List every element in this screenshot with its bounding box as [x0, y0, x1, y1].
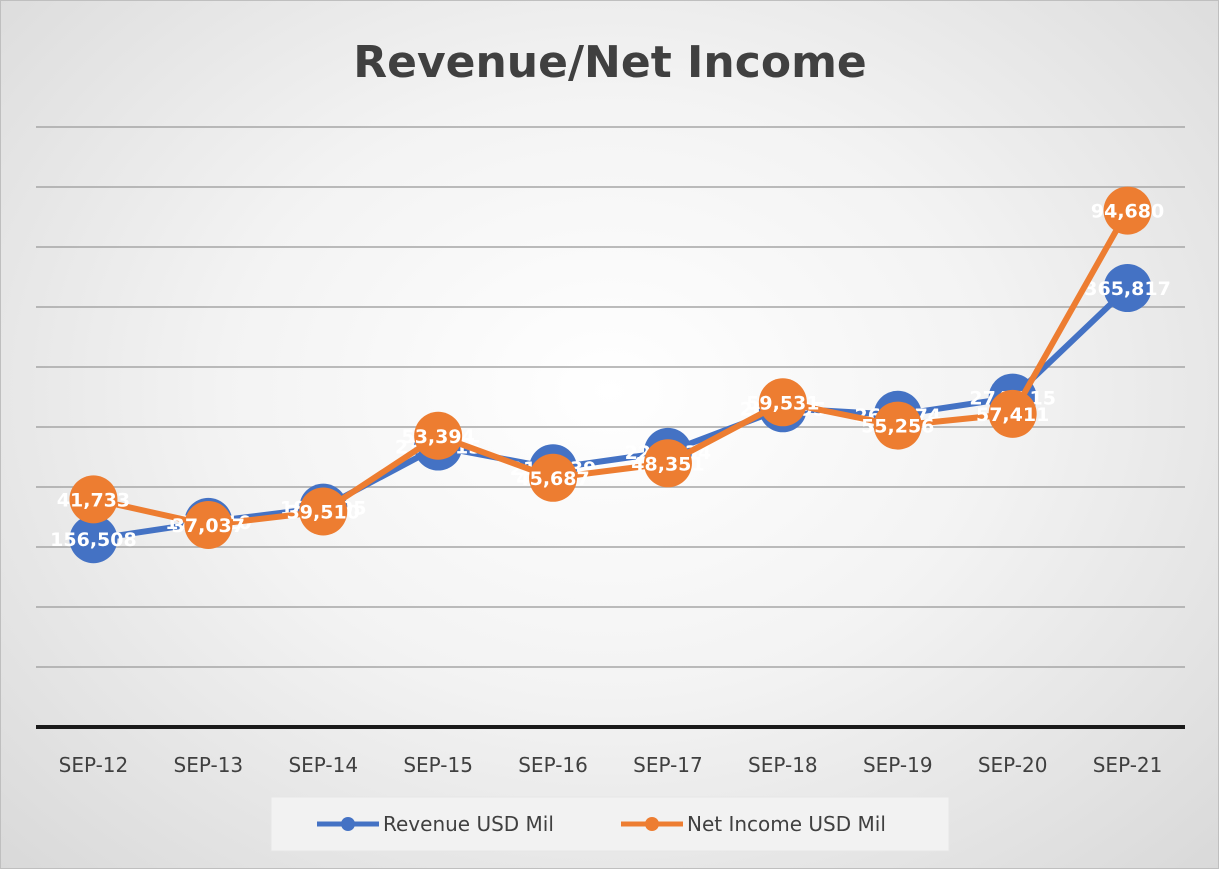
chart-title: Revenue/Net Income [353, 37, 867, 88]
x-tick-label: SEP-12 [59, 753, 129, 777]
legend-label: Revenue USD Mil [383, 812, 554, 836]
series-net-income: 41,733 37,037 39,510 53,394 45,687 48,351 59,5… [57, 186, 1164, 549]
data-point-marker [299, 487, 348, 536]
data-point-marker [184, 500, 233, 549]
data-point-marker [414, 411, 463, 460]
data-point-marker [758, 378, 807, 427]
data-point-marker [873, 401, 922, 450]
x-tick-label: SEP-14 [288, 753, 358, 777]
legend-box [270, 796, 950, 852]
series-layer: 156,508170,910182,795233,715215,639229,2… [50, 186, 1171, 564]
data-label: 41,733 [57, 489, 130, 511]
legend-marker [341, 817, 355, 831]
x-tick-label: SEP-13 [174, 753, 244, 777]
legend: Revenue USD Mil Net Income USD Mil [270, 796, 950, 852]
data-label: 94,680 [1091, 201, 1164, 223]
data-label: 57,411 [976, 404, 1049, 426]
data-point-marker [529, 453, 578, 502]
data-label: 39,510 [287, 501, 360, 523]
data-point-marker [69, 515, 118, 564]
series-line [90, 285, 1131, 543]
data-label: 156,508 [50, 529, 137, 551]
data-label: 45,687 [516, 468, 589, 490]
data-point-marker [1103, 186, 1152, 235]
data-label: 55,256 [861, 416, 934, 438]
legend-marker [645, 817, 659, 831]
x-tick-label: SEP-15 [403, 753, 473, 777]
x-axis-tick-labels: SEP-12 SEP-13 SEP-14 SEP-15 SEP-16 SEP-17 SEP-… [59, 753, 1163, 777]
data-point-marker [1103, 264, 1152, 313]
data-label: 53,394 [401, 426, 474, 448]
data-point-marker [643, 439, 692, 488]
x-tick-label: SEP-17 [633, 753, 703, 777]
x-tick-label: SEP-18 [748, 753, 818, 777]
series-line [90, 207, 1131, 528]
data-point-marker [69, 475, 118, 524]
data-point-marker [988, 389, 1037, 438]
gridlines [36, 126, 1185, 668]
data-label: 37,037 [172, 515, 245, 537]
data-label: 59,531 [746, 392, 819, 414]
x-tick-label: SEP-20 [978, 753, 1048, 777]
x-tick-label: SEP-21 [1093, 753, 1163, 777]
legend-label: Net Income USD Mil [687, 812, 886, 836]
x-tick-label: SEP-16 [518, 753, 588, 777]
data-label: 365,817 [1084, 278, 1171, 300]
x-tick-label: SEP-19 [863, 753, 933, 777]
data-label: 48,351 [631, 453, 704, 475]
